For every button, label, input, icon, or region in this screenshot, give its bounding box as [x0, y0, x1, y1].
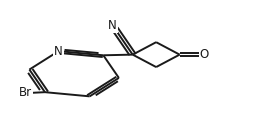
Text: N: N [108, 19, 117, 32]
Text: Br: Br [19, 86, 31, 99]
Text: O: O [200, 48, 209, 61]
Text: N: N [54, 45, 63, 58]
